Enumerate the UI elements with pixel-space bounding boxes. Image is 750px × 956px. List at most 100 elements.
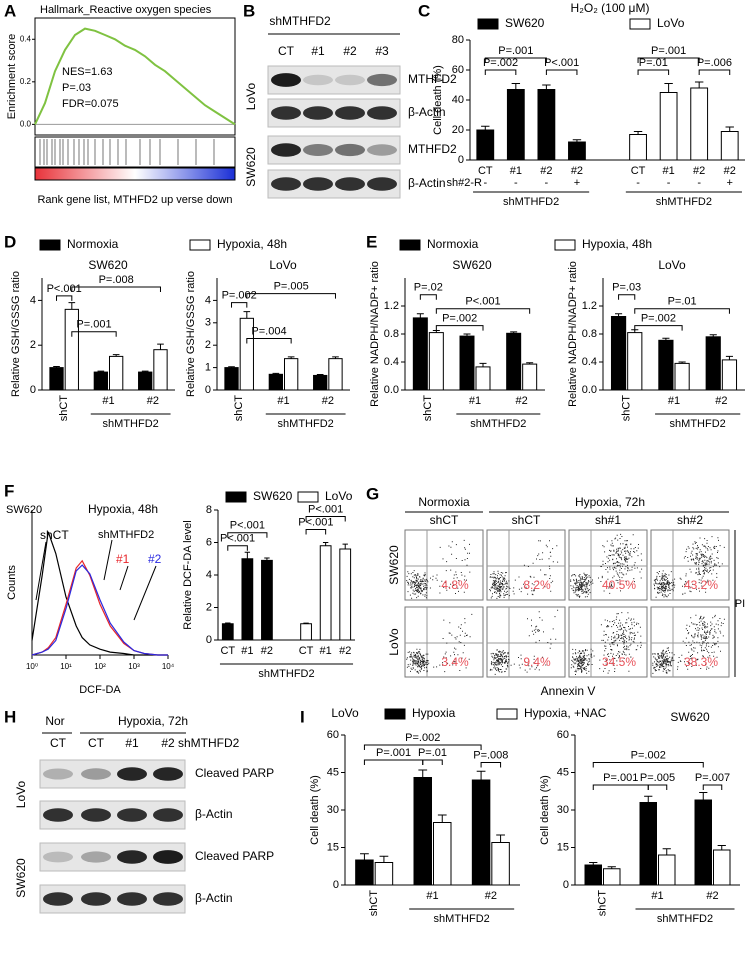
x-tick-label: #2 [485,890,497,902]
x-tick-label: 10² [94,662,106,671]
y-axis-label: Relative GSH/GSSG ratio [185,271,197,397]
y-tick-label: 0.8 [582,328,597,340]
bar [300,623,312,641]
y-axis-label: Cell death (%) [309,775,321,845]
lane-label: CT [50,736,67,750]
blot-band [335,74,365,86]
panel-letter: C [418,1,430,20]
blot-band [367,144,397,156]
blot-header: shMTHFD2 [269,14,331,28]
flow-percentage: 38.3% [684,655,718,669]
bracket [637,69,670,75]
error-bar [699,792,708,800]
bar [713,849,731,886]
legend-label: LoVo [325,489,353,503]
bar [694,799,712,886]
x-tick-label: #2 [540,165,552,177]
quadrant-lines [569,530,647,600]
legend-label: Hypoxia, 48h [582,237,652,251]
chart-title: SW620 [88,258,128,272]
protein-label: Cleaved PARP [195,766,274,780]
annotation: NES=1.63 [62,66,112,78]
row-value: - [483,177,487,189]
flow-percentage: 40.5% [602,578,636,592]
y-tick-label: 0 [206,634,212,646]
x-tick-label: 10¹ [60,662,72,671]
x-tick-label: CT [299,645,314,657]
y-axis-label: Relative DCF-DA level [182,520,194,629]
bar [568,141,586,161]
blot-band [271,106,301,120]
error-bar [244,551,251,559]
x-tick-label: 10⁴ [162,662,175,671]
series-label: shCT [40,528,69,542]
panel-letter: I [300,707,305,726]
legend-label: Normoxia [67,237,119,251]
bar [603,868,621,886]
bar [412,317,428,391]
panel-letter: B [243,1,255,20]
bar [659,92,678,161]
blot-band [117,808,147,822]
blot-band [153,892,183,906]
column-label: sh#2 [677,513,703,527]
chart-subtitle: Hypoxia, 48h [88,502,158,516]
p-value: P=.004 [251,325,286,337]
protein-label: β-Actin [195,807,233,821]
y-tick-label: 80 [452,34,464,46]
column-label: shCT [430,513,459,527]
quadrant-lines [651,607,729,677]
bar [629,134,647,161]
bracket [634,325,683,331]
y-axis-label: Cell death (%) [539,775,551,845]
blot-band [153,808,183,822]
legend-label: Hypoxia [412,706,456,720]
error-bar [476,770,486,780]
bracket [484,69,517,75]
y-tick-label: 3 [205,317,211,329]
error-bar [68,302,76,310]
bracket [227,532,268,538]
p-value: P<.001 [298,516,333,528]
bar [221,623,234,641]
row-value: - [636,177,640,189]
y-tick-label: 8 [206,504,212,516]
blot-header: shMTHFD2 [178,736,240,750]
y-tick-label: 0.4 [20,34,32,43]
chart-title: SW620 [452,258,492,272]
p-value: P<.001 [308,503,343,515]
y-tick-label: 4 [30,294,36,306]
bracket [71,331,117,337]
blot-band [81,768,111,780]
row-value: + [574,177,580,189]
blot-band [303,177,333,191]
legend-swatch [629,18,651,30]
error-bar [342,543,348,549]
error-bar [481,125,490,130]
bracket [435,308,531,314]
bar [49,367,64,391]
annotation: shMTHFD2 [98,529,154,541]
legend-label: Hypoxia, 48h [217,237,287,251]
x-tick-label: shCT [58,395,70,422]
bar [721,359,738,391]
flow-percentage: 8.2% [523,578,551,592]
y-tick-label: 2 [30,339,36,351]
blot-band [153,767,183,781]
gsea-decoration [34,136,236,181]
flow-plot [404,529,484,601]
bar [433,822,452,886]
legend-swatch [297,491,319,503]
bracket [246,293,336,299]
chart-title: LoVo [269,258,297,272]
x-tick-label: #1 [426,890,438,902]
legend-swatch [399,239,421,251]
x-axis-label: DCF-DA [79,684,121,696]
blot-band [117,850,147,864]
panel-letter: G [366,484,379,503]
p-value: P=.002 [641,313,676,325]
x-tick-label: #2 [706,890,718,902]
y-axis-label: PI [735,598,745,610]
blot-band [43,892,73,906]
y-tick-label: 20 [452,124,464,136]
